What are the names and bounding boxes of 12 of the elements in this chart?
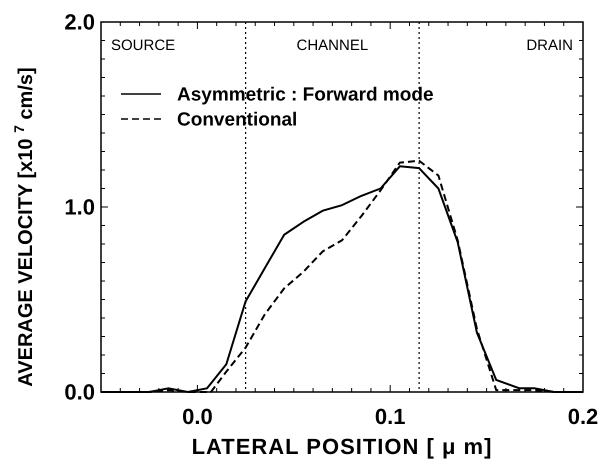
annotation: DRAIN [526,37,573,54]
y-tick-label: 0.0 [64,380,95,405]
annotation: CHANNEL [296,37,368,54]
x-tick-label: 0.1 [374,404,406,429]
legend-label: Asymmetric : Forward mode [177,84,434,106]
annotation: SOURCE [111,37,176,54]
legend-label: Conventional [177,110,298,131]
y-tick-label: 1.0 [64,194,95,220]
x-tick-label: 0.2 [568,404,598,429]
x-axis-title: LATERAL POSITION [ μ m] [192,434,492,459]
y-tick-label: 2.0 [64,10,95,35]
x-tick-label: 0.0 [182,404,213,429]
